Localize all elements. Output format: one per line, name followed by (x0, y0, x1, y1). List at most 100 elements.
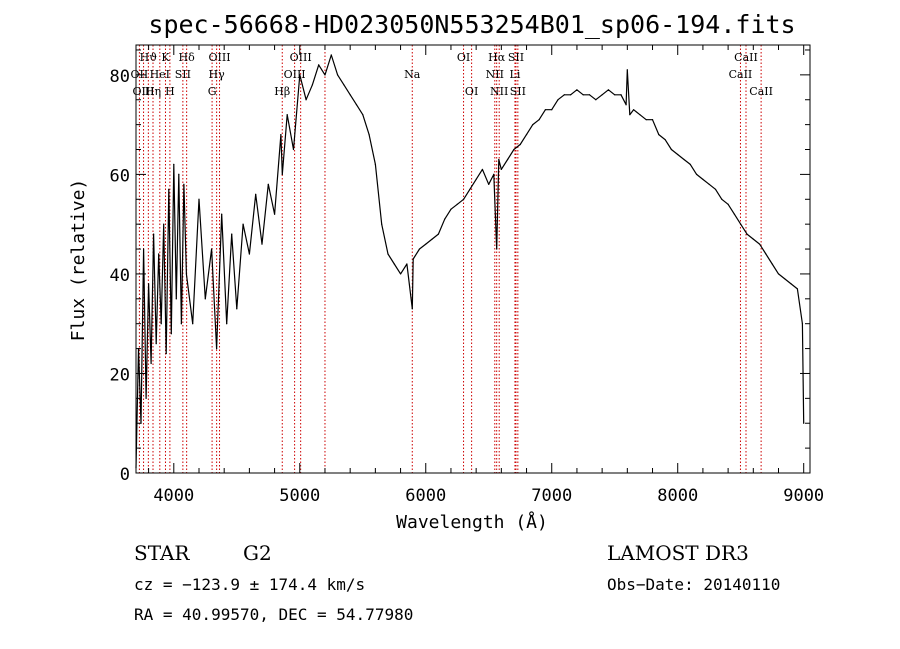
data-point (175, 298, 177, 300)
marker-label-22: SII (508, 51, 524, 64)
data-point (658, 133, 660, 136)
data-point (746, 233, 748, 235)
data-point (582, 94, 584, 96)
marker-label-13: OIII (290, 51, 312, 64)
data-point (381, 223, 383, 225)
marker-label-12: Hβ (274, 85, 290, 98)
data-point (488, 183, 490, 185)
data-point (387, 253, 389, 255)
data-point (355, 104, 358, 106)
marker-label-27: CaII (749, 85, 773, 98)
marker-label-16: Na (404, 68, 421, 81)
survey-name: LAMOST DR3 (607, 541, 749, 565)
data-point (784, 278, 786, 280)
data-point (305, 99, 307, 101)
y-tick-label: 0 (120, 465, 130, 485)
marker-label-24: SII (510, 85, 526, 98)
y-axis-ticks: 0 20 40 60 80 (110, 49, 810, 485)
data-point (651, 119, 654, 121)
data-point (595, 99, 597, 101)
data-point (727, 203, 729, 205)
data-point (450, 208, 452, 210)
data-point (147, 283, 150, 285)
marker-label-5: HeI (150, 68, 170, 81)
data-point (576, 89, 578, 91)
data-point (431, 238, 433, 240)
plot-frame (135, 44, 811, 474)
data-point (158, 253, 160, 255)
marker-label-26: CaII (729, 68, 753, 81)
data-point (198, 198, 200, 200)
data-point (418, 248, 421, 250)
data-point (557, 99, 559, 101)
data-point (280, 133, 282, 136)
data-point (273, 213, 276, 215)
data-point (625, 104, 627, 106)
data-point (500, 168, 502, 171)
data-point (210, 248, 213, 250)
data-point (629, 114, 631, 116)
data-point (425, 243, 427, 245)
x-tick-label: 4000 (153, 486, 194, 506)
data-point (614, 94, 616, 96)
data-point (507, 158, 509, 161)
data-point (412, 258, 414, 260)
marker-label-6: H (165, 85, 175, 98)
data-point (544, 109, 547, 111)
marker-label-4: K (161, 51, 170, 64)
data-point (696, 173, 698, 175)
marker-label-9: OIII (208, 51, 230, 64)
marker-label-18: OI (465, 85, 478, 98)
data-point (790, 283, 792, 285)
marker-label-10: Hγ (209, 68, 226, 81)
data-point (496, 248, 498, 250)
marker-label-14: OIII (284, 68, 306, 81)
data-point (336, 74, 339, 76)
line-markers (138, 45, 762, 473)
data-point (242, 223, 244, 225)
data-point (475, 178, 477, 180)
data-point (374, 163, 376, 166)
data-point (178, 173, 180, 175)
data-point (796, 288, 799, 290)
spectrum-series (135, 54, 805, 469)
data-point (645, 119, 647, 121)
data-point (607, 89, 610, 91)
data-point (165, 352, 167, 355)
marker-label-25: CaII (734, 51, 758, 64)
data-point (771, 263, 773, 265)
data-point (286, 114, 288, 116)
data-point (145, 397, 147, 399)
data-point (311, 84, 313, 86)
data-point (393, 263, 395, 265)
data-point (620, 94, 622, 96)
data-point (150, 362, 152, 365)
data-point (740, 223, 742, 225)
data-point (221, 213, 223, 215)
marker-label-2: OIII (133, 85, 155, 98)
data-point (437, 233, 439, 235)
marker-label-17: OI (457, 51, 470, 64)
data-point (664, 138, 666, 141)
data-point (498, 158, 500, 161)
marker-label-19: Hα (488, 51, 506, 64)
data-point (538, 119, 540, 121)
data-point (180, 323, 182, 325)
y-tick-label: 60 (110, 166, 130, 186)
data-point (683, 158, 685, 161)
data-point (670, 148, 673, 151)
data-point (570, 94, 572, 96)
x-axis-ticks: 4000 5000 6000 7000 8000 9000 (148, 45, 824, 506)
marker-label-8: SII (175, 68, 191, 81)
data-point (173, 163, 175, 166)
marker-label-3: Hη (145, 85, 161, 98)
data-point (142, 248, 145, 250)
data-point (759, 243, 761, 245)
data-point (803, 422, 805, 424)
data-point (765, 253, 767, 255)
data-point (633, 109, 635, 111)
data-point (777, 273, 780, 275)
data-point (801, 323, 804, 325)
data-point (183, 183, 185, 185)
